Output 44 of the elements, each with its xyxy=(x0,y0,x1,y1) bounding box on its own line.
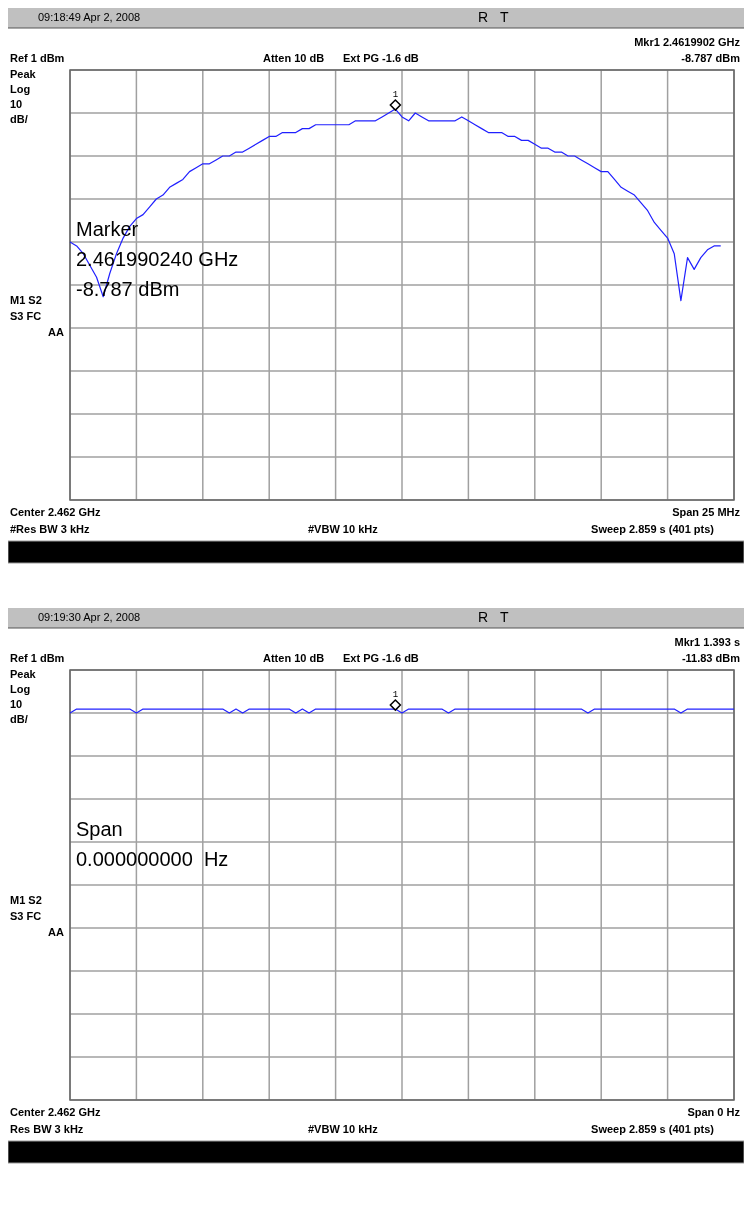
text: dB/ xyxy=(10,713,28,725)
text: Span 0 Hz xyxy=(687,1106,741,1118)
text: AA xyxy=(48,926,65,938)
text: M1 S2 xyxy=(10,294,42,306)
text: 10 xyxy=(10,98,23,110)
text: Sweep 2.859 s (401 pts) xyxy=(591,1123,715,1135)
text: -8.787 dBm xyxy=(681,52,741,64)
text: Center 2.462 GHz xyxy=(10,506,101,518)
text: S3 FC xyxy=(10,910,42,922)
text: R xyxy=(478,609,489,625)
text: Ref 1 dBm xyxy=(10,52,65,64)
text: S3 FC xyxy=(10,310,42,322)
text: Peak xyxy=(10,668,37,680)
text: AA xyxy=(48,326,65,338)
text: Res BW 3 kHz xyxy=(10,1123,84,1135)
text: Sweep 2.859 s (401 pts) xyxy=(591,523,715,535)
text: 10 xyxy=(10,698,23,710)
text: #VBW 10 kHz xyxy=(308,523,379,535)
text: T xyxy=(500,9,509,25)
text: Log xyxy=(10,683,31,695)
text: -11.83 dBm xyxy=(681,652,741,664)
text: Mkr1 2.4619902 GHz xyxy=(634,36,741,48)
text: Ref 1 dBm xyxy=(10,652,65,664)
text: Atten 10 dB xyxy=(263,52,325,64)
annotation: Span xyxy=(76,818,123,840)
text: 09:18:49 Apr 2, 2008 xyxy=(38,11,141,23)
text: 1 xyxy=(392,690,399,701)
text: #VBW 10 kHz xyxy=(308,1123,379,1135)
text: Log xyxy=(10,83,31,95)
text: Ext PG -1.6 dB xyxy=(343,652,419,664)
text: Mkr1 1.393 s xyxy=(674,636,740,648)
text: dB/ xyxy=(10,113,28,125)
text: Span 25 MHz xyxy=(672,506,741,518)
text: Atten 10 dB xyxy=(263,652,325,664)
annotation: 0.000000000 Hz xyxy=(76,848,229,870)
text: Peak xyxy=(10,68,37,80)
text: #Res BW 3 kHz xyxy=(10,523,90,535)
text: 1 xyxy=(392,90,399,101)
text: M1 S2 xyxy=(10,894,42,906)
text: R xyxy=(478,9,489,25)
text: T xyxy=(500,609,509,625)
text: 09:19:30 Apr 2, 2008 xyxy=(38,611,141,623)
text: Ext PG -1.6 dB xyxy=(343,52,419,64)
text: Center 2.462 GHz xyxy=(10,1106,101,1118)
